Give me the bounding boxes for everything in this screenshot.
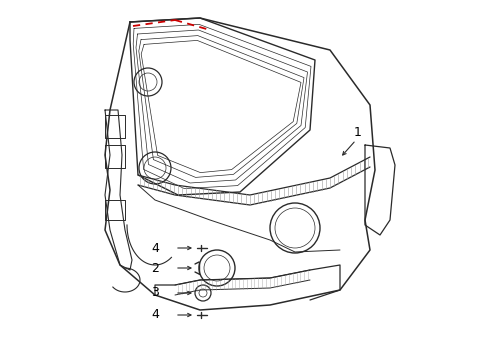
Text: 3: 3	[151, 287, 159, 300]
Text: 2: 2	[151, 261, 159, 275]
Text: 4: 4	[151, 309, 159, 321]
Text: 1: 1	[353, 126, 361, 139]
Text: 4: 4	[151, 242, 159, 255]
